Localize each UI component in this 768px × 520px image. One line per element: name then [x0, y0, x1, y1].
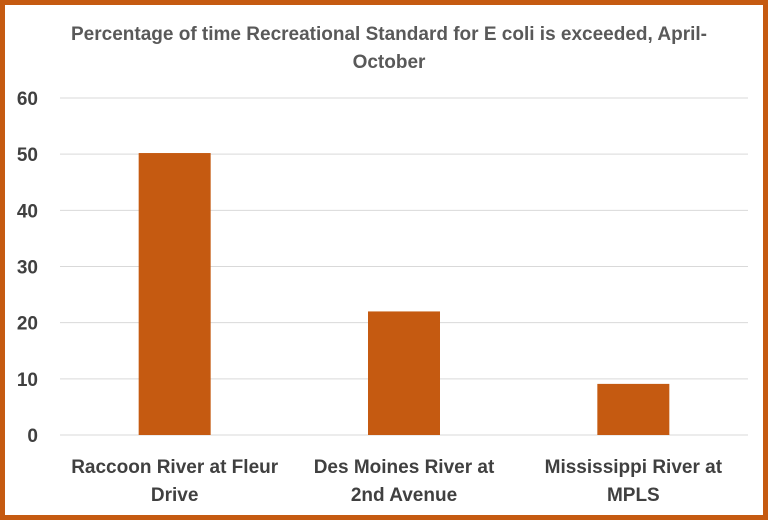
- bar: [597, 383, 670, 435]
- y-tick-label: 60: [17, 89, 38, 110]
- x-tick-label: Raccoon River at Fleur Drive: [71, 457, 279, 506]
- x-tick-label: Mississippi River at MPLS: [545, 457, 723, 506]
- chart-title: Percentage of time Recreational Standard…: [71, 24, 707, 73]
- y-tick-label: 10: [17, 370, 38, 391]
- y-tick-label: 30: [17, 258, 38, 279]
- bar: [138, 153, 211, 435]
- x-tick-label: Des Moines River at 2nd Avenue: [314, 457, 495, 506]
- bar: [368, 311, 440, 435]
- y-tick-label: 20: [17, 314, 38, 335]
- y-axis-ticks: 0 10 20 30 40 50 60: [17, 89, 38, 447]
- y-tick-label: 0: [27, 426, 38, 447]
- bars: [138, 153, 670, 435]
- x-axis-labels: Raccoon River at Fleur Drive Des Moines Ri…: [71, 457, 723, 506]
- y-tick-label: 40: [17, 201, 38, 222]
- y-tick-label: 50: [17, 145, 38, 166]
